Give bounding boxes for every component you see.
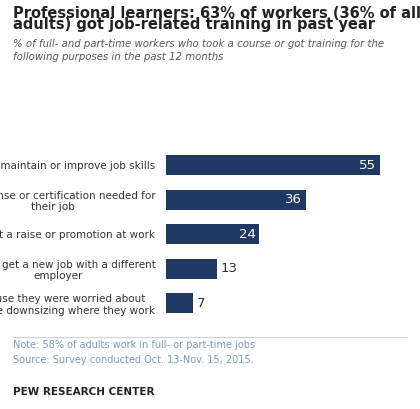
Text: adults) got job-related training in past year: adults) got job-related training in past… (13, 17, 375, 32)
Bar (166, 224, 260, 244)
Text: 36: 36 (285, 193, 302, 206)
Text: 55: 55 (359, 159, 376, 172)
Text: 7: 7 (197, 297, 205, 310)
Text: Professional learners: 63% of workers (36% of all: Professional learners: 63% of workers (3… (13, 6, 420, 21)
Text: Source: Survey conducted Oct. 13-Nov. 15, 2015.: Source: Survey conducted Oct. 13-Nov. 15… (13, 355, 253, 365)
Text: 24: 24 (239, 228, 255, 241)
Text: PEW RESEARCH CENTER: PEW RESEARCH CENTER (13, 387, 154, 396)
Text: Note: 58% of adults work in full- or part-time jobs: Note: 58% of adults work in full- or par… (13, 340, 255, 350)
Bar (166, 293, 193, 313)
Bar (166, 190, 306, 210)
Text: 13: 13 (220, 262, 237, 275)
Bar (166, 155, 380, 175)
Bar (166, 259, 217, 279)
Text: % of full- and part-time workers who took a course or got training for the
follo: % of full- and part-time workers who too… (13, 39, 384, 63)
